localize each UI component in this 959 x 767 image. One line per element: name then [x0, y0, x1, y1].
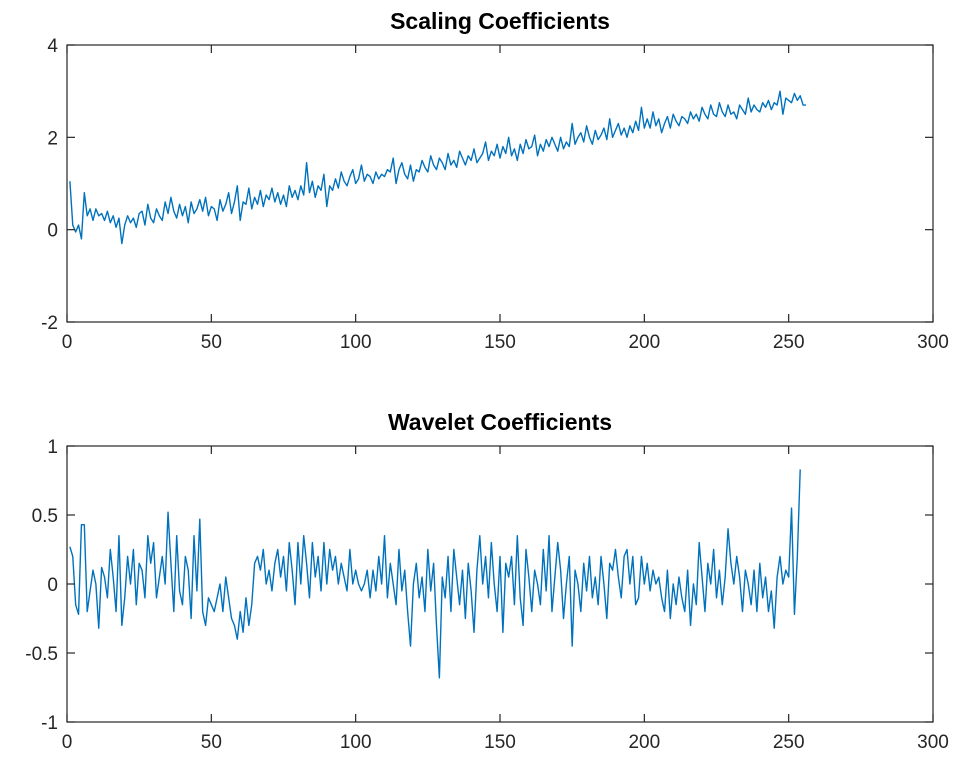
wavelet-title: Wavelet Coefficients [388, 409, 612, 435]
scaling-x-tick-label: 150 [484, 332, 516, 353]
scaling-y-tick-label: 0 [47, 221, 58, 242]
wavelet-y-tick-label: 1 [47, 437, 58, 458]
wavelet-y-tick-label: 0 [47, 575, 58, 596]
scaling-title: Scaling Coefficients [390, 8, 610, 34]
wavelet-x-tick-label: 200 [628, 732, 660, 753]
wavelet-series-line [69, 469, 801, 679]
wavelet-x-tick-label: 250 [773, 732, 805, 753]
wavelet-x-tick-label: 100 [340, 732, 372, 753]
scaling-y-tick-label: 4 [47, 36, 58, 57]
wavelet-x-tick-label: 0 [62, 732, 73, 753]
wavelet-y-tick-label: 0.5 [32, 506, 58, 527]
scaling-x-tick-label: 250 [773, 332, 805, 353]
scaling-series-line [69, 90, 806, 245]
scaling-y-tick-label: 2 [47, 128, 58, 149]
scaling-axes-box [66, 44, 934, 323]
wavelet-y-tick-label: -1 [41, 713, 58, 734]
wavelet-x-tick-label: 50 [201, 732, 222, 753]
wavelet-x-tick-label: 150 [484, 732, 516, 753]
wavelet-x-tick-label: 300 [917, 732, 949, 753]
scaling-y-tick-label: -2 [41, 313, 58, 334]
scaling-x-tick-label: 100 [340, 332, 372, 353]
scaling-x-tick-label: 200 [628, 332, 660, 353]
scaling-x-tick-label: 0 [62, 332, 73, 353]
wavelet-y-tick-label: -0.5 [25, 644, 58, 665]
scaling-x-tick-label: 300 [917, 332, 949, 353]
scaling-x-tick-label: 50 [201, 332, 222, 353]
wavelet-coefficients-plot: 0 50 100 150 200 250 300 -1 -0.5 0 0.5 1 Wavelet Coe… [25, 409, 949, 753]
